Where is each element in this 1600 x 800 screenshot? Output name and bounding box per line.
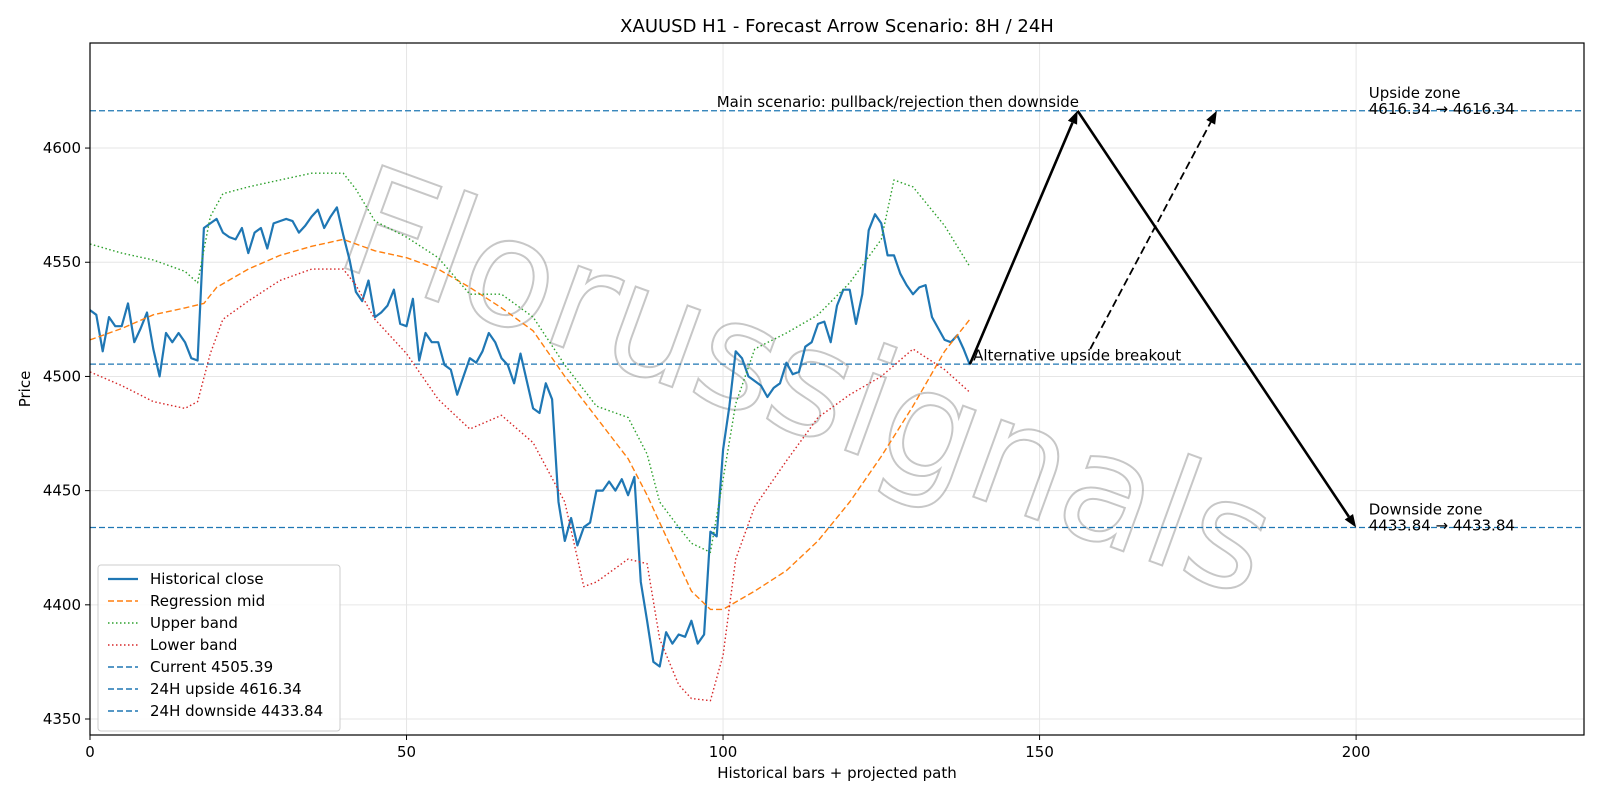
annotation-down-value: 4433.84 → 4433.84 (1369, 517, 1515, 535)
watermark: Florussignals (319, 133, 1296, 630)
forecast-arrow-head (1067, 110, 1078, 125)
y-tick-label: 4600 (43, 139, 81, 157)
x-axis-label: Historical bars + projected path (717, 764, 957, 782)
y-tick-label: 4400 (43, 596, 81, 614)
x-tick-label: 200 (1342, 743, 1371, 761)
x-tick-label: 100 (709, 743, 738, 761)
legend-label: Current 4505.39 (150, 658, 273, 676)
legend-label: Regression mid (150, 592, 265, 610)
x-tick-label: 150 (1025, 743, 1054, 761)
annotation-down-title: Downside zone (1369, 501, 1483, 519)
y-axis-label: Price (16, 371, 34, 408)
forecast-arrows (968, 110, 1357, 528)
reference-lines (90, 110, 1584, 529)
plot-frame (89, 42, 1585, 736)
series-line-0 (90, 206, 971, 668)
forecast-arrow-line (1076, 110, 1350, 518)
legend-label: Lower band (150, 636, 237, 654)
forecast-arrow-line (968, 122, 1074, 365)
annotation-up-title: Upside zone (1369, 84, 1461, 102)
x-ticks: 0 50 100 150 200 (85, 735, 1370, 761)
x-tick-label: 0 (85, 743, 95, 761)
x-tick-label: 50 (397, 743, 416, 761)
y-tick-label: 4450 (43, 482, 81, 500)
legend-label: Upper band (150, 614, 238, 632)
series-line-2 (90, 172, 971, 553)
forecast-arrow-head (1206, 110, 1217, 125)
legend-label: Historical close (150, 570, 264, 588)
annotation-alt: Alternative upside breakout (973, 346, 1181, 364)
annotations: Main scenario: pullback/rejection then d… (717, 84, 1515, 535)
series-line-1 (90, 238, 971, 611)
y-tick-label: 4500 (43, 367, 81, 385)
annotation-up-value: 4616.34 → 4616.34 (1369, 100, 1515, 118)
legend-label: 24H upside 4616.34 (150, 680, 302, 698)
y-tick-label: 4550 (43, 253, 81, 271)
annotation-main: Main scenario: pullback/rejection then d… (717, 93, 1079, 111)
legend-box (97, 564, 341, 732)
forecast-arrow-line (1089, 121, 1212, 350)
series-line-3 (90, 268, 971, 702)
legend-label: 24H downside 4433.84 (150, 702, 323, 720)
forecast-arrow-head (1344, 513, 1357, 528)
legend: Historical close Regression mid Upper band… (97, 564, 341, 732)
y-ticks: 4350 4400 4450 4500 4550 4600 (43, 139, 90, 728)
series-group (90, 172, 971, 702)
y-tick-label: 4350 (43, 710, 81, 728)
chart-title: XAUUSD H1 - Forecast Arrow Scenario: 8H … (620, 16, 1054, 37)
